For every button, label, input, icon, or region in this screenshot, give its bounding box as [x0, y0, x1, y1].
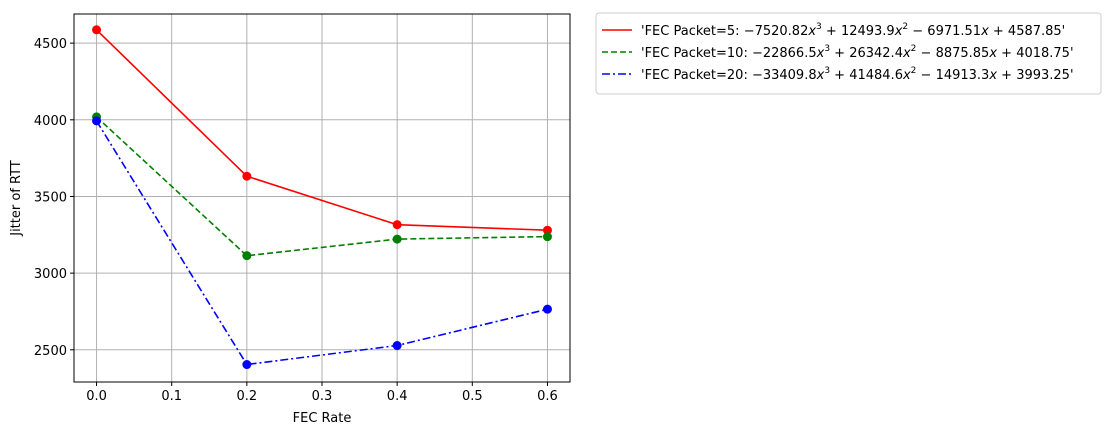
data-point: [542, 225, 552, 235]
series-line: [95, 116, 548, 257]
x-tick-label: 0.4: [387, 389, 408, 404]
x-axis-label: FEC Rate: [293, 411, 352, 426]
x-tick-label: 0.3: [312, 389, 333, 404]
data-point: [92, 116, 102, 126]
y-tick-label: 4500: [34, 37, 67, 52]
data-point: [392, 234, 402, 244]
data-point: [392, 341, 402, 351]
y-tick-label: 4000: [34, 114, 67, 129]
legend: 'FEC Packet=5: −7520.82x3 + 12493.9x2 − …: [595, 12, 1102, 95]
series-line: [95, 120, 548, 366]
legend-label: 'FEC Packet=10: −22866.5x3 + 26342.4x2 −…: [641, 44, 1074, 61]
series-layer: [92, 25, 552, 370]
x-tick-label: 0.1: [161, 389, 182, 404]
data-point: [242, 360, 252, 370]
y-tick-label: 2500: [34, 344, 67, 359]
series-1: [92, 25, 552, 235]
y-axis-label: Jitter of RTT: [9, 160, 24, 237]
legend-items: 'FEC Packet=5: −7520.82x3 + 12493.9x2 − …: [602, 22, 1074, 83]
x-tick-label: 0.6: [537, 389, 558, 404]
legend-label: 'FEC Packet=20: −33409.8x3 + 41484.6x2 −…: [641, 66, 1074, 83]
legend-item-1: 'FEC Packet=5: −7520.82x3 + 12493.9x2 − …: [602, 22, 1065, 39]
x-tick-label: 0.2: [237, 389, 258, 404]
legend-frame: [595, 12, 1102, 95]
x-tick-label: 0.0: [86, 389, 107, 404]
legend-label: 'FEC Packet=5: −7520.82x3 + 12493.9x2 − …: [641, 22, 1065, 39]
data-point: [542, 232, 552, 242]
grid-lines: [74, 14, 570, 382]
data-point: [92, 25, 102, 35]
legend-item-2: 'FEC Packet=10: −22866.5x3 + 26342.4x2 −…: [602, 44, 1074, 61]
y-tick-label: 3500: [34, 190, 67, 205]
x-tick-label: 0.5: [462, 389, 483, 404]
x-axis-ticks: 0.0 0.1 0.2 0.3 0.4 0.5 0.6: [86, 382, 558, 404]
legend-item-3: 'FEC Packet=20: −33409.8x3 + 41484.6x2 −…: [602, 66, 1074, 83]
y-tick-label: 3000: [34, 267, 67, 282]
y-axis-ticks: 2500 3000 3500 4000 4500: [34, 37, 74, 359]
data-point: [392, 220, 402, 230]
data-point: [542, 304, 552, 314]
data-point: [242, 171, 252, 181]
series-line: [95, 29, 548, 231]
data-point: [242, 251, 252, 261]
series-3: [92, 116, 552, 370]
